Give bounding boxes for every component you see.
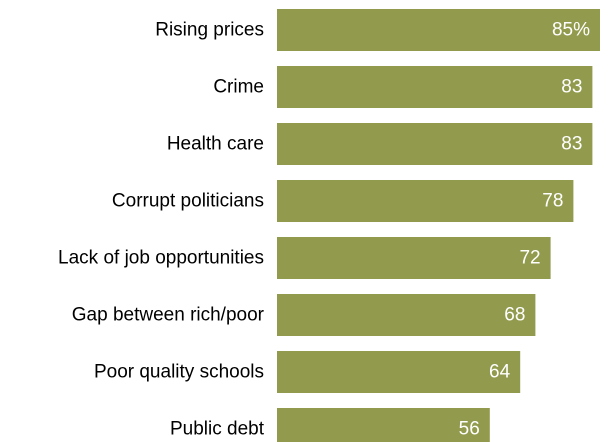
category-label-6: Poor quality schools bbox=[94, 362, 264, 383]
bar-5 bbox=[277, 294, 536, 336]
category-label-1: Crime bbox=[213, 77, 264, 98]
category-label-0: Rising prices bbox=[155, 20, 264, 41]
value-label-7: 56 bbox=[459, 419, 480, 440]
value-label-0: 85% bbox=[552, 20, 590, 41]
value-labels-layer: 85% 83 83 78 72 68 64 56 bbox=[459, 20, 590, 440]
category-labels-layer: Rising prices Crime Health care Corrupt pol… bbox=[58, 20, 265, 440]
bar-4 bbox=[277, 237, 551, 279]
category-label-7: Public debt bbox=[170, 419, 265, 440]
value-label-1: 83 bbox=[561, 77, 582, 98]
bar-2 bbox=[277, 123, 593, 165]
value-label-2: 83 bbox=[561, 134, 582, 155]
category-label-5: Gap between rich/poor bbox=[72, 305, 265, 326]
bar-6 bbox=[277, 351, 521, 393]
bar-7 bbox=[277, 408, 490, 442]
bars-layer bbox=[277, 9, 600, 442]
value-label-6: 64 bbox=[489, 362, 511, 383]
category-label-2: Health care bbox=[167, 134, 264, 155]
value-label-5: 68 bbox=[504, 305, 525, 326]
value-label-3: 78 bbox=[542, 191, 563, 212]
bar-3 bbox=[277, 180, 574, 222]
category-label-3: Corrupt politicians bbox=[112, 191, 264, 212]
value-label-4: 72 bbox=[519, 248, 540, 269]
bar-1 bbox=[277, 66, 593, 108]
category-label-4: Lack of job opportunities bbox=[58, 248, 264, 269]
bar-0 bbox=[277, 9, 600, 51]
